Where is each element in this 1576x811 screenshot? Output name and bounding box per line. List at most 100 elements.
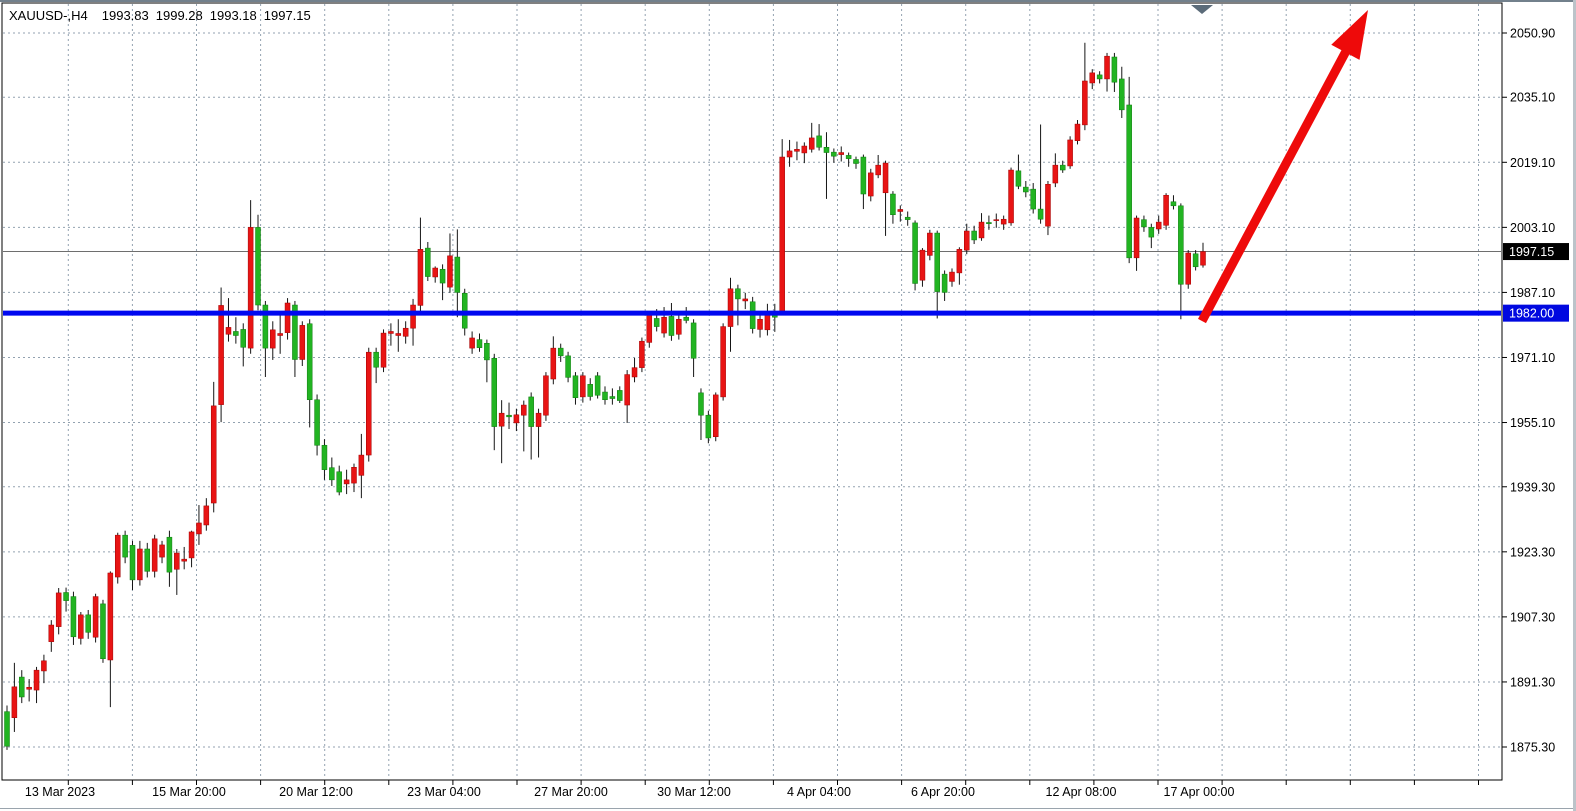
candle: [122, 530, 128, 564]
bear-candle-body: [306, 323, 313, 401]
bull-candle-body: [380, 332, 387, 368]
bull-candle-body: [521, 404, 527, 416]
candle: [4, 705, 10, 750]
price-axis-label: 1971.10: [1510, 351, 1555, 365]
bull-candle-body: [1089, 72, 1096, 84]
candle: [306, 319, 313, 428]
bear-candle-body: [698, 392, 704, 416]
bull-candle-body: [78, 614, 84, 639]
bear-candle-body: [705, 414, 712, 439]
candle: [853, 156, 859, 169]
time-axis-label: 15 Mar 20:00: [152, 785, 226, 799]
bull-candle-body: [366, 351, 372, 456]
bear-candle-body: [690, 322, 697, 359]
candle: [823, 132, 830, 199]
bull-candle-body: [137, 548, 143, 581]
bull-candle-body: [395, 333, 402, 336]
trend-arrow[interactable]: [1198, 10, 1368, 324]
bull-candle-body: [181, 558, 187, 562]
candle: [949, 268, 955, 287]
candle: [188, 530, 195, 568]
bull-candle-body: [993, 219, 1000, 221]
bull-candle-body: [469, 337, 475, 349]
candle: [314, 394, 320, 456]
bear-candle-body: [100, 603, 106, 660]
trend-arrow-shaft[interactable]: [1198, 44, 1353, 324]
price-axis-label: 1939.30: [1510, 480, 1555, 494]
bear-candle-body: [1015, 170, 1022, 187]
bear-candle-body: [1170, 201, 1177, 207]
candle: [1059, 160, 1066, 173]
bull-candle-body: [779, 156, 785, 313]
candle: [882, 160, 889, 236]
bear-candle-body: [129, 545, 136, 581]
price-axis-label: 1875.30: [1510, 741, 1555, 755]
bull-candle-body: [174, 552, 180, 570]
bull-candle-body: [498, 412, 505, 427]
candle: [196, 505, 202, 545]
bear-candle-body: [321, 445, 328, 470]
candle: [78, 612, 84, 645]
candle: [299, 321, 306, 367]
bull-candle-body: [757, 319, 763, 330]
bear-candle-body: [1148, 227, 1155, 238]
candle: [402, 321, 409, 344]
candle: [240, 323, 246, 367]
bull-candle-body: [646, 314, 653, 343]
bull-candle-body: [927, 232, 933, 256]
bear-candle-body: [63, 592, 69, 601]
candle: [735, 284, 741, 326]
bear-candle-body: [144, 548, 151, 572]
candle: [912, 220, 918, 291]
bear-candle-body: [831, 151, 837, 157]
candle: [11, 662, 18, 732]
bear-candle-body: [941, 273, 948, 293]
window-bottom-edge: [0, 808, 1576, 809]
bear-candle-body: [329, 467, 335, 481]
bull-candle-body: [808, 137, 815, 150]
bull-candle-body: [402, 327, 409, 337]
bear-candle-body: [1178, 205, 1184, 285]
candle: [779, 139, 785, 316]
candle: [284, 298, 291, 340]
candle: [1008, 167, 1014, 226]
candle: [535, 408, 542, 458]
candle: [594, 372, 601, 399]
candle: [491, 353, 498, 451]
bull-candle-body: [114, 534, 121, 578]
bull-candle-body: [1185, 252, 1191, 285]
trend-arrow-head[interactable]: [1331, 10, 1368, 60]
bear-candle-body: [572, 375, 579, 398]
bear-candle-body: [971, 230, 977, 241]
candle: [225, 298, 232, 342]
candle: [934, 230, 940, 319]
candle: [1133, 215, 1140, 271]
price-axis-label: 2035.10: [1510, 91, 1555, 105]
bull-candle-body: [218, 305, 224, 405]
candle: [425, 241, 431, 282]
bear-candle-body: [166, 536, 173, 573]
bull-candle-body: [48, 624, 55, 642]
bear-candle-body: [565, 355, 571, 378]
scroll-to-end-marker-icon[interactable]: [1191, 5, 1213, 14]
bull-candle-body: [151, 538, 158, 572]
bull-candle-body: [1045, 184, 1051, 227]
time-axis-label: 12 Apr 08:00: [1046, 785, 1117, 799]
bear-candle-body: [1111, 56, 1118, 83]
candle: [572, 372, 579, 405]
candle: [366, 347, 372, 462]
candle: [1178, 203, 1184, 320]
candle: [757, 315, 763, 338]
candle: [986, 215, 992, 230]
candle: [1126, 76, 1132, 264]
bull-candle-body: [417, 249, 424, 306]
candle: [329, 457, 335, 486]
candle: [151, 534, 158, 578]
candle: [1148, 223, 1155, 249]
candle: [63, 587, 69, 612]
candle: [395, 319, 402, 352]
candle: [801, 142, 808, 164]
candle: [897, 205, 904, 222]
